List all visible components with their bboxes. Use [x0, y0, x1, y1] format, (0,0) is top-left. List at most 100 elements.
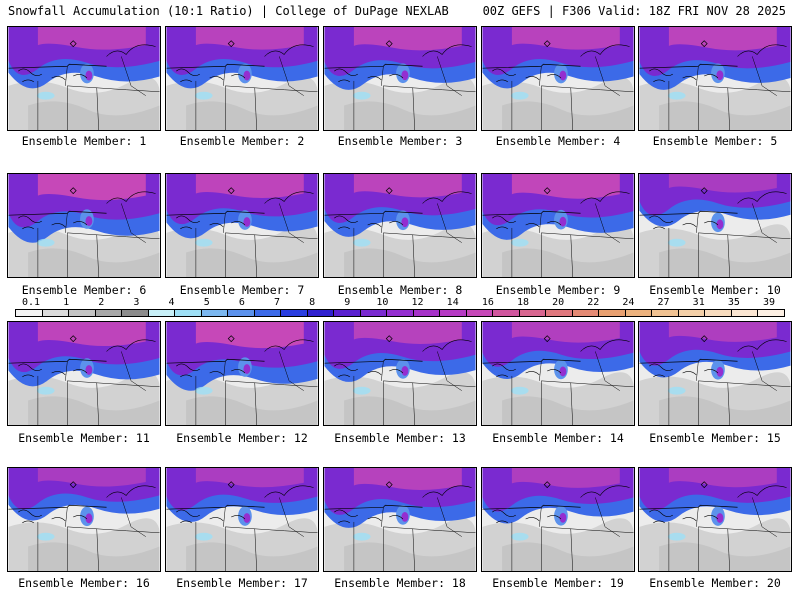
snowfall-map — [639, 174, 791, 277]
colorbar-tick-label: 12 — [411, 297, 424, 308]
colorbar-tick-label: 24 — [622, 297, 635, 308]
ensemble-map-panel — [165, 26, 319, 131]
ensemble-member-label: Ensemble Member: 1 — [21, 134, 147, 148]
ensemble-map-panel — [7, 467, 161, 572]
snowfall-map — [166, 468, 318, 571]
snowfall-map — [8, 27, 160, 130]
ensemble-map-panel — [481, 173, 635, 278]
snowfall-map — [166, 27, 318, 130]
colorbar-swatch — [731, 310, 759, 316]
colorbar-tick-label: 2 — [98, 297, 105, 308]
colorbar-swatch — [652, 310, 679, 316]
colorbar-swatch — [572, 310, 600, 316]
snowfall-map — [639, 322, 791, 425]
colorbar-swatch — [201, 310, 229, 316]
colorbar-tick-label: 35 — [727, 297, 740, 308]
snowfall-map — [482, 322, 634, 425]
snowfall-map — [324, 322, 476, 425]
snowfall-map — [8, 322, 160, 425]
colorbar-tick-label: 10 — [376, 297, 389, 308]
ensemble-map-panel — [481, 26, 635, 131]
colorbar-swatch — [307, 310, 335, 316]
snowfall-map — [482, 468, 634, 571]
colorbar-tick-label: 9 — [344, 297, 351, 308]
colorbar-tick-label: 20 — [552, 297, 565, 308]
colorbar-swatch — [440, 310, 467, 316]
snowfall-map — [324, 174, 476, 277]
colorbar-tick-label: 4 — [168, 297, 175, 308]
snowfall-map — [324, 468, 476, 571]
snowfall-map — [482, 27, 634, 130]
ensemble-member-label: Ensemble Member: 9 — [495, 283, 621, 297]
colorbar-swatch — [281, 310, 308, 316]
colorbar-swatch — [413, 310, 441, 316]
colorbar-swatch — [360, 310, 388, 316]
colorbar-tick-label: 14 — [446, 297, 459, 308]
colorbar-swatch — [678, 310, 706, 316]
ensemble-member-label: Ensemble Member: 20 — [649, 576, 781, 590]
ensemble-map-panel — [323, 26, 477, 131]
ensemble-map-panel — [481, 467, 635, 572]
ensemble-member-label: Ensemble Member: 14 — [492, 431, 624, 445]
snowfall-map — [482, 174, 634, 277]
colorbar-swatch — [42, 310, 70, 316]
ensemble-member-label: Ensemble Member: 3 — [337, 134, 463, 148]
colorbar-swatch — [254, 310, 282, 316]
colorbar-tick-label: 0.1 — [21, 297, 41, 308]
ensemble-member-label: Ensemble Member: 15 — [649, 431, 781, 445]
ensemble-map-panel — [165, 173, 319, 278]
ensemble-member-label: Ensemble Member: 10 — [649, 283, 781, 297]
ensemble-map-panel — [7, 26, 161, 131]
ensemble-member-label: Ensemble Member: 6 — [21, 283, 147, 297]
colorbar-swatch — [546, 310, 573, 316]
colorbar-tick-label: 8 — [309, 297, 316, 308]
snowfall-colorbar — [15, 309, 785, 317]
ensemble-map-panel — [323, 173, 477, 278]
colorbar-tick-label: 3 — [133, 297, 140, 308]
colorbar-swatch — [69, 310, 96, 316]
colorbar-swatch — [519, 310, 547, 316]
colorbar-swatch — [122, 310, 149, 316]
ensemble-map-panel — [323, 321, 477, 426]
snowfall-map — [8, 468, 160, 571]
colorbar-tick-label: 18 — [516, 297, 530, 308]
ensemble-map-panel — [481, 321, 635, 426]
ensemble-member-label: Ensemble Member: 12 — [176, 431, 308, 445]
colorbar-swatch — [228, 310, 255, 316]
ensemble-member-label: Ensemble Member: 19 — [492, 576, 624, 590]
ensemble-member-label: Ensemble Member: 13 — [334, 431, 466, 445]
ensemble-map-panel — [638, 26, 792, 131]
ensemble-map-panel — [7, 321, 161, 426]
ensemble-map-panel — [323, 467, 477, 572]
colorbar-swatch — [95, 310, 123, 316]
colorbar-swatch — [705, 310, 732, 316]
run-valid-time: 00Z GEFS | F306 Valid: 18Z FRI NOV 28 20… — [482, 4, 786, 18]
ensemble-map-panel — [638, 467, 792, 572]
colorbar-swatch — [334, 310, 361, 316]
colorbar-swatch — [148, 310, 176, 316]
ensemble-map-panel — [7, 173, 161, 278]
ensemble-member-label: Ensemble Member: 11 — [18, 431, 150, 445]
colorbar-tick-label: 27 — [657, 297, 670, 308]
ensemble-member-label: Ensemble Member: 17 — [176, 576, 308, 590]
ensemble-map-panel — [165, 321, 319, 426]
colorbar-swatch — [625, 310, 653, 316]
colorbar-swatch — [599, 310, 626, 316]
colorbar-tick-label: 6 — [238, 297, 245, 308]
colorbar-swatch — [466, 310, 494, 316]
colorbar-tick-label: 7 — [273, 297, 281, 308]
map-title: Snowfall Accumulation (10:1 Ratio) | Col… — [8, 4, 449, 18]
colorbar-swatch — [175, 310, 202, 316]
ensemble-member-label: Ensemble Member: 2 — [179, 134, 305, 148]
ensemble-member-label: Ensemble Member: 5 — [652, 134, 778, 148]
colorbar-swatch — [387, 310, 414, 316]
colorbar-swatch — [493, 310, 520, 316]
colorbar-swatch — [16, 310, 43, 316]
ensemble-member-label: Ensemble Member: 16 — [18, 576, 150, 590]
ensemble-member-label: Ensemble Member: 18 — [334, 576, 466, 590]
colorbar-tick-label: 39 — [762, 297, 776, 308]
ensemble-map-panel — [638, 173, 792, 278]
snowfall-map — [166, 174, 318, 277]
colorbar-tick-label: 31 — [692, 297, 705, 308]
ensemble-map-panel — [638, 321, 792, 426]
